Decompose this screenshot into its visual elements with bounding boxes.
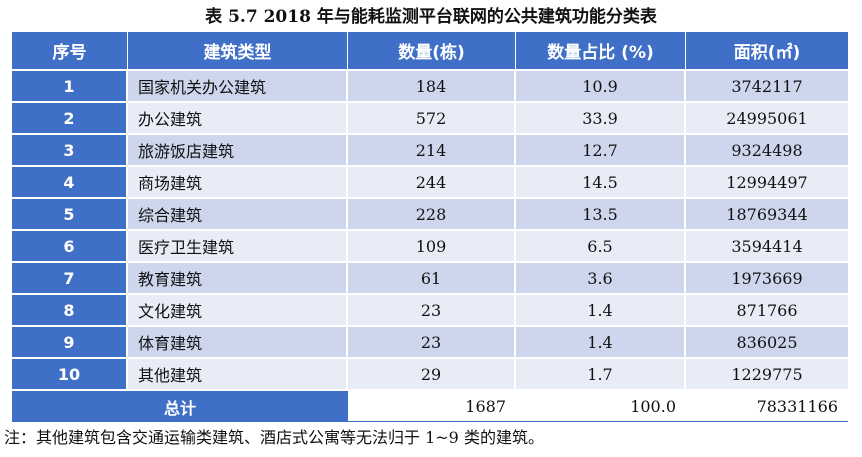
row-seq: 1 xyxy=(12,69,128,101)
row-share: 14.5 xyxy=(516,165,686,197)
row-count: 214 xyxy=(348,133,516,165)
row-area: 871766 xyxy=(686,293,848,325)
table-row: 7 教育建筑 61 3.6 1973669 xyxy=(12,261,848,293)
row-area: 1229775 xyxy=(686,357,848,389)
total-row: 总计 1687 100.0 78331166 xyxy=(12,389,848,422)
row-count: 23 xyxy=(348,325,516,357)
table-row: 4 商场建筑 244 14.5 12994497 xyxy=(12,165,848,197)
row-type: 商场建筑 xyxy=(128,165,348,197)
row-count: 109 xyxy=(348,229,516,261)
total-area: 78331166 xyxy=(686,389,848,422)
row-type: 办公建筑 xyxy=(128,101,348,133)
header-count: 数量(栋) xyxy=(348,32,516,69)
row-share: 3.6 xyxy=(516,261,686,293)
row-area: 836025 xyxy=(686,325,848,357)
row-share: 1.7 xyxy=(516,357,686,389)
table-row: 1 国家机关办公建筑 184 10.9 3742117 xyxy=(12,69,848,101)
row-count: 29 xyxy=(348,357,516,389)
row-area: 9324498 xyxy=(686,133,848,165)
row-type: 其他建筑 xyxy=(128,357,348,389)
header-row: 序号 建筑类型 数量(栋) 数量占比 (%) 面积(㎡) xyxy=(12,32,848,69)
row-count: 61 xyxy=(348,261,516,293)
row-type: 体育建筑 xyxy=(128,325,348,357)
row-type: 旅游饭店建筑 xyxy=(128,133,348,165)
row-share: 6.5 xyxy=(516,229,686,261)
table-title: 表 5.7 2018 年与能耗监测平台联网的公共建筑功能分类表 xyxy=(205,7,657,27)
header-area: 面积(㎡) xyxy=(686,32,848,69)
table-row: 2 办公建筑 572 33.9 24995061 xyxy=(12,101,848,133)
row-area: 24995061 xyxy=(686,101,848,133)
header-share: 数量占比 (%) xyxy=(516,32,686,69)
row-seq: 7 xyxy=(12,261,128,293)
row-seq: 5 xyxy=(12,197,128,229)
row-seq: 6 xyxy=(12,229,128,261)
row-count: 184 xyxy=(348,69,516,101)
row-count: 23 xyxy=(348,293,516,325)
row-share: 12.7 xyxy=(516,133,686,165)
building-classification-table: 序号 建筑类型 数量(栋) 数量占比 (%) 面积(㎡) 1 国家机关办公建筑 … xyxy=(12,32,848,422)
row-area: 1973669 xyxy=(686,261,848,293)
footnote: 注：其他建筑包含交通运输类建筑、酒店式公寓等无法归于 1~9 类的建筑。 xyxy=(4,428,544,447)
row-share: 33.9 xyxy=(516,101,686,133)
table-row: 9 体育建筑 23 1.4 836025 xyxy=(12,325,848,357)
row-area: 3594414 xyxy=(686,229,848,261)
row-share: 1.4 xyxy=(516,325,686,357)
table-row: 5 综合建筑 228 13.5 18769344 xyxy=(12,197,848,229)
row-share: 13.5 xyxy=(516,197,686,229)
header-seq: 序号 xyxy=(12,32,128,69)
row-type: 文化建筑 xyxy=(128,293,348,325)
row-count: 572 xyxy=(348,101,516,133)
table-row: 6 医疗卫生建筑 109 6.5 3594414 xyxy=(12,229,848,261)
row-seq: 10 xyxy=(12,357,128,389)
row-seq: 4 xyxy=(12,165,128,197)
row-area: 3742117 xyxy=(686,69,848,101)
row-area: 12994497 xyxy=(686,165,848,197)
row-count: 244 xyxy=(348,165,516,197)
table-row: 10 其他建筑 29 1.7 1229775 xyxy=(12,357,848,389)
row-seq: 2 xyxy=(12,101,128,133)
total-label: 总计 xyxy=(12,389,348,422)
row-count: 228 xyxy=(348,197,516,229)
row-seq: 9 xyxy=(12,325,128,357)
total-count: 1687 xyxy=(348,389,516,422)
row-seq: 8 xyxy=(12,293,128,325)
row-seq: 3 xyxy=(12,133,128,165)
row-area: 18769344 xyxy=(686,197,848,229)
row-share: 10.9 xyxy=(516,69,686,101)
row-share: 1.4 xyxy=(516,293,686,325)
table-row: 8 文化建筑 23 1.4 871766 xyxy=(12,293,848,325)
row-type: 医疗卫生建筑 xyxy=(128,229,348,261)
row-type: 国家机关办公建筑 xyxy=(128,69,348,101)
total-share: 100.0 xyxy=(516,389,686,422)
header-type: 建筑类型 xyxy=(128,32,348,69)
row-type: 教育建筑 xyxy=(128,261,348,293)
row-type: 综合建筑 xyxy=(128,197,348,229)
table-row: 3 旅游饭店建筑 214 12.7 9324498 xyxy=(12,133,848,165)
